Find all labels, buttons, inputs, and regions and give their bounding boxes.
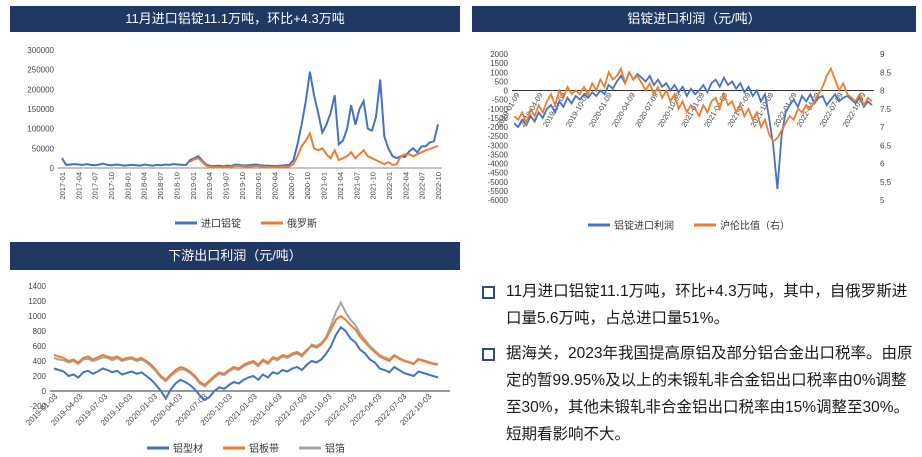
x-tick-label: 2022-01: [385, 172, 394, 200]
y-left-tick-label: -2000: [488, 123, 509, 132]
bullet-square-icon: [482, 348, 495, 361]
x-tick-label: 2020-01: [254, 172, 263, 200]
y-tick-label: 1000: [28, 312, 46, 321]
x-tick-label: 2021-10: [369, 172, 378, 200]
x-tick-label: 2021-04: [336, 172, 345, 200]
x-tick-label: 2022-07: [418, 172, 427, 200]
x-tick-label: 2019-01: [189, 172, 198, 200]
legend-label: 俄罗斯: [287, 217, 317, 230]
x-tick-label: 2018-01: [123, 172, 132, 200]
y-right-tick-label: 8.5: [880, 68, 892, 77]
y-tick-label: 200000: [27, 85, 54, 94]
y-tick-label: 250000: [27, 66, 54, 75]
import-volume-chart: 0 50000 100000 150000 200000 250000 300000 2017…: [27, 46, 443, 230]
series-line: [53, 314, 439, 387]
commentary: 11月进口铝锭11.1万吨，环比+4.3万吨，其中，自俄罗斯进口量5.6万吨，占…: [480, 278, 916, 456]
bullet-item: 据海关，2023年我国提高原铝及部分铝合金出口税率。由原定的暂99.95%及以上…: [480, 340, 916, 448]
y-left-tick-label: -6000: [488, 196, 509, 205]
y-tick-label: 1200: [28, 297, 46, 306]
x-tick-label: 2018-07: [156, 172, 165, 200]
y-tick-label: 0: [50, 164, 55, 173]
import-profit-chart: 2000150010005000-500-1000-1500-2000-2500…: [488, 50, 892, 232]
y-left-tick-label: 0: [504, 87, 509, 96]
y-left-tick-label: -500: [492, 96, 509, 105]
x-tick-label: 2022-04: [401, 172, 410, 200]
y-tick-label: 50000: [32, 144, 55, 153]
y-right-tick-label: 7: [880, 123, 885, 132]
y-right-tick-label: 6: [880, 160, 885, 169]
series-line: [513, 66, 873, 144]
x-tick-label: 2022-10: [434, 172, 443, 200]
y-left-tick-label: -2500: [488, 132, 509, 141]
x-tick-label: 2020-04: [271, 172, 280, 200]
series-line: [61, 71, 439, 168]
y-left-tick-label: 1500: [490, 59, 508, 68]
x-tick-label: 2021-01: [320, 172, 329, 200]
y-right-tick-label: 5.5: [880, 178, 892, 187]
bullet-text: 据海关，2023年我国提高原铝及部分铝合金出口税率。由原定的暂99.95%及以上…: [506, 345, 913, 443]
y-left-tick-label: 2000: [490, 50, 508, 59]
bullet-text: 11月进口铝锭11.1万吨，环比+4.3万吨，其中，自俄罗斯进口量5.6万吨，占…: [506, 283, 908, 327]
chart-panel-export-profit: 下游出口利润（元/吨） 1400 1200 1000 800 600 400 200 0 -20…: [10, 242, 460, 455]
y-left-tick-label: 500: [495, 77, 509, 86]
y-left-tick-label: -4000: [488, 160, 509, 169]
y-tick-label: 400: [33, 357, 47, 366]
y-tick-label: 200: [33, 372, 47, 381]
legend-label: 进口铝锭: [201, 217, 241, 230]
y-tick-label: 300000: [27, 46, 54, 55]
chart-panel-aluminum-imports: 11月进口铝锭11.1万吨，环比+4.3万吨 0 50000 100000 15000…: [10, 6, 460, 236]
chart-title: 下游出口利润（元/吨）: [10, 242, 460, 270]
x-tick-label: 2021-07: [352, 172, 361, 200]
y-right-tick-label: 5: [880, 196, 885, 205]
x-tick-label: 2018-04: [140, 172, 149, 200]
y-tick-label: 1400: [28, 282, 46, 291]
y-tick-label: 150000: [27, 105, 54, 114]
chart-title: 铝锭进口利润（元/吨）: [472, 6, 916, 32]
chart-panel-import-profit: 铝锭进口利润（元/吨） 2000 1500 1000 500 0 -500 -1000 -15…: [472, 6, 916, 236]
y-left-tick-label: -1000: [488, 105, 509, 114]
y-tick-label: -200: [30, 402, 47, 411]
x-tick-label: 2020-07: [287, 172, 296, 200]
y-right-tick-label: 8: [880, 87, 885, 96]
legend-label: 铝锭进口利润: [614, 219, 674, 232]
x-tick-label: 2017-01: [58, 172, 67, 200]
x-tick-label: 2017-10: [107, 172, 116, 200]
series-line: [189, 130, 439, 169]
x-tick-label: 2020-10: [303, 172, 312, 200]
y-left-tick-label: -1500: [488, 114, 509, 123]
y-tick-label: 600: [33, 342, 47, 351]
y-left-tick-label: -5000: [488, 178, 509, 187]
series-line: [53, 325, 439, 402]
x-tick-label: 2017-07: [91, 172, 100, 200]
y-left-tick-label: 1000: [490, 68, 508, 77]
bullet-square-icon: [482, 286, 495, 299]
x-tick-label: 2017-04: [74, 172, 83, 200]
series-line: [53, 300, 439, 388]
bullet-item: 11月进口铝锭11.1万吨，环比+4.3万吨，其中，自俄罗斯进口量5.6万吨，占…: [480, 278, 916, 332]
legend-label: 铝型材: [173, 442, 203, 455]
y-left-tick-label: -4500: [488, 169, 509, 178]
y-right-tick-label: 6.5: [880, 141, 892, 150]
y-left-tick-label: -3500: [488, 150, 509, 159]
chart-title: 11月进口铝锭11.1万吨，环比+4.3万吨: [10, 6, 460, 32]
y-left-tick-label: -3000: [488, 141, 509, 150]
legend-label: 铝箔: [325, 442, 345, 455]
y-tick-label: 800: [33, 327, 47, 336]
legend-label: 沪伦比值（右）: [720, 219, 790, 232]
x-tick-label: 2019-10: [238, 172, 247, 200]
legend-label: 铝板带: [249, 442, 279, 455]
y-tick-label: 100000: [27, 125, 54, 134]
y-tick-label: 0: [42, 387, 47, 396]
y-right-tick-label: 7.5: [880, 105, 892, 114]
export-profit-chart: 1400120010008006004002000-2002019-01-032…: [24, 282, 450, 455]
x-tick-label: 2019-04: [205, 172, 214, 200]
y-left-tick-label: -5500: [488, 187, 509, 196]
y-right-tick-label: 9: [880, 50, 885, 59]
x-tick-label: 2018-10: [172, 172, 181, 200]
x-tick-label: 2019-07: [221, 172, 230, 200]
series-line: [513, 70, 873, 190]
